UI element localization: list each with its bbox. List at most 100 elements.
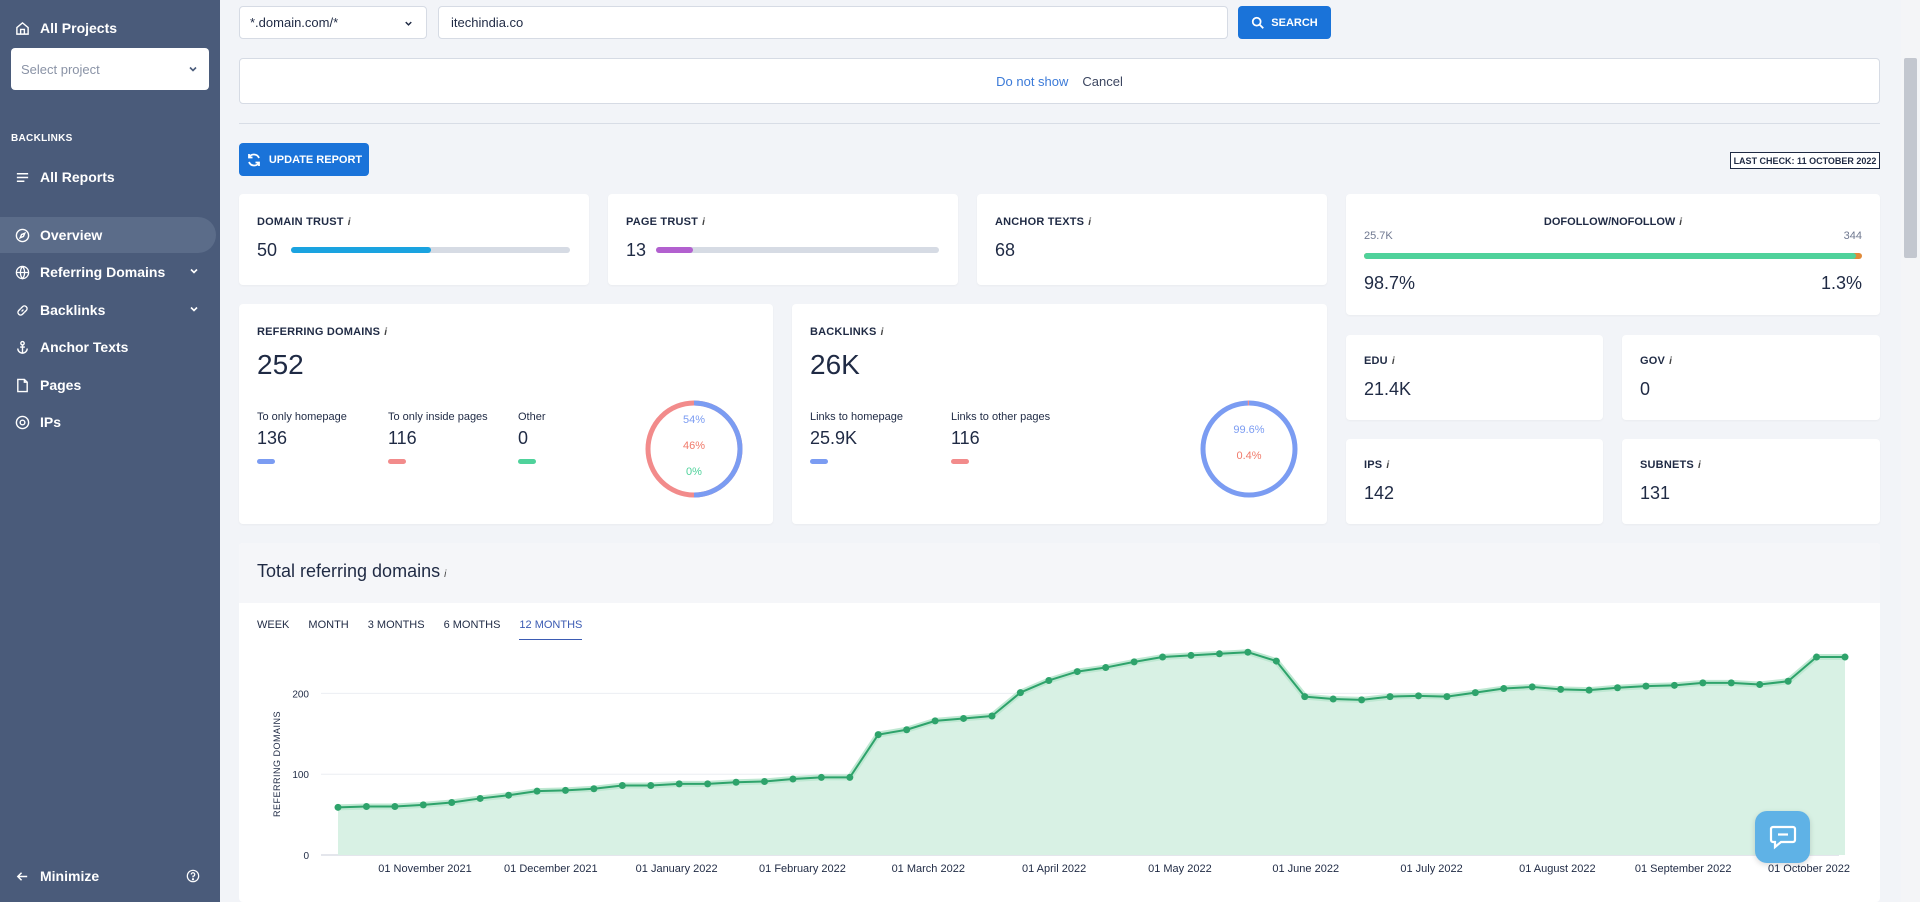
backlinks-section-title: BACKLINKS	[11, 133, 73, 144]
data-point	[505, 791, 513, 799]
data-point	[675, 780, 683, 788]
sidebar-item-label: Anchor Texts	[40, 339, 129, 355]
gov-value: 0	[1640, 379, 1651, 399]
anchor-texts-value: 68	[995, 240, 1016, 260]
x-tick-label: 01 November 2021	[378, 863, 472, 875]
referring-domains-donut: 54% 46% 0%	[645, 400, 743, 498]
select-project-dropdown[interactable]: Select project	[11, 48, 209, 90]
nofollow-count: 344	[1843, 230, 1862, 242]
home-icon	[14, 20, 30, 36]
list-icon	[14, 169, 30, 185]
search-mode-value: *.domain.com/*	[250, 15, 339, 30]
data-point	[1187, 651, 1195, 659]
data-point	[817, 773, 825, 781]
tab-6-months[interactable]: 6 MONTHS	[443, 619, 501, 631]
other-value: 0	[518, 428, 529, 448]
update-report-button[interactable]: UPDATE REPORT	[239, 143, 369, 176]
y-tick-label: 0	[303, 851, 309, 862]
chat-button[interactable]	[1755, 811, 1810, 863]
x-tick-label: 01 February 2022	[759, 863, 846, 875]
data-point	[1159, 653, 1167, 661]
chart-header: Total referring domains i	[239, 543, 1880, 603]
page-trust-label: PAGE TRUST i	[626, 216, 706, 228]
compass-icon	[14, 227, 30, 243]
referring-domains-label: REFERRING DOMAINS i	[257, 326, 388, 338]
search-mode-select[interactable]: *.domain.com/*	[239, 6, 427, 39]
other-label: Other	[518, 411, 546, 423]
ips-label: IPS i	[1364, 459, 1390, 471]
page-trust-fill	[656, 247, 693, 253]
data-point	[960, 714, 968, 722]
subnets-card: SUBNETS i 131	[1622, 439, 1880, 524]
links-homepage-label: Links to homepage	[810, 411, 903, 423]
to-homepage-value: 136	[257, 428, 288, 448]
page-icon	[14, 377, 30, 393]
data-point	[1045, 676, 1053, 684]
donut-homepage-segment	[1200, 400, 1298, 498]
data-point	[1585, 686, 1593, 694]
dofollow-bar	[1364, 253, 1862, 259]
x-tick-label: 01 January 2022	[636, 863, 718, 875]
data-point	[1528, 683, 1536, 691]
referring-domains-chart: 0 100 200 REFERRING DOMAINS 01 November 2021…	[272, 648, 1850, 875]
links-other-legend	[951, 459, 969, 464]
dofollow-card: DOFOLLOW/NOFOLLOW i 25.7K 344 98.7% 1.3%	[1346, 194, 1880, 315]
dofollow-label: DOFOLLOW/NOFOLLOW i	[1543, 216, 1683, 228]
anchor-icon	[14, 339, 30, 355]
data-point	[1414, 692, 1422, 700]
minimize-button[interactable]: Minimize	[0, 858, 220, 894]
chevron-down-icon	[405, 21, 412, 26]
sidebar-item-referring-domains[interactable]: Referring Domains	[0, 254, 216, 290]
do-not-show-link[interactable]: Do not show	[996, 73, 1069, 89]
last-check-badge: LAST CHECK: 11 OCTOBER 2022	[1730, 152, 1880, 169]
links-other-value: 116	[951, 428, 980, 448]
data-point	[1358, 696, 1366, 704]
data-point	[647, 782, 655, 790]
sidebar-item-backlinks[interactable]: Backlinks	[0, 292, 216, 328]
domain-trust-fill	[291, 247, 431, 253]
sidebar: All Projects Select project BACKLINKS Al…	[0, 0, 220, 902]
links-homepage-value: 25.9K	[810, 428, 858, 448]
data-point	[1329, 695, 1337, 703]
scrollbar-thumb[interactable]	[1904, 58, 1917, 258]
data-point	[1443, 693, 1451, 701]
ips-card: IPS i 142	[1346, 439, 1603, 524]
tab-month[interactable]: MONTH	[308, 619, 349, 631]
data-point	[1670, 681, 1678, 689]
data-point	[1386, 693, 1394, 701]
chart-card: Total referring domains i WEEK MONTH 3 MO…	[239, 543, 1880, 902]
all-reports-link[interactable]: All Reports	[0, 159, 216, 195]
search-input[interactable]: itechindia.co	[438, 6, 1228, 39]
info-icon: i	[1679, 217, 1683, 228]
data-point	[590, 785, 598, 793]
data-point	[1244, 648, 1252, 656]
search-button[interactable]: SEARCH	[1238, 6, 1331, 39]
tab-3-months[interactable]: 3 MONTHS	[367, 619, 425, 631]
divider	[239, 123, 1880, 124]
data-point	[761, 777, 769, 785]
data-point	[448, 798, 456, 806]
sidebar-item-overview[interactable]: Overview	[0, 217, 216, 253]
cancel-link[interactable]: Cancel	[1082, 73, 1123, 89]
search-icon	[1252, 16, 1265, 29]
data-point	[1557, 685, 1565, 693]
sidebar-item-ips[interactable]: IPs	[0, 404, 216, 440]
sidebar-item-label: Backlinks	[40, 302, 106, 318]
data-point	[561, 786, 569, 794]
update-report-label: UPDATE REPORT	[268, 153, 363, 166]
sidebar-item-pages[interactable]: Pages	[0, 367, 216, 403]
data-point	[732, 778, 740, 786]
anchor-texts-card: ANCHOR TEXTS i 68	[977, 194, 1327, 285]
tab-12-months[interactable]: 12 MONTHS	[519, 619, 583, 640]
domain-trust-label: DOMAIN TRUST i	[257, 216, 351, 228]
tab-week[interactable]: WEEK	[257, 619, 290, 631]
data-point	[1699, 679, 1707, 687]
sidebar-item-label: Overview	[40, 227, 103, 243]
all-projects-link[interactable]: All Projects	[0, 10, 216, 46]
domain-trust-card: DOMAIN TRUST i 50	[239, 194, 589, 285]
anchor-texts-label: ANCHOR TEXTS i	[995, 216, 1092, 228]
sidebar-item-anchor-texts[interactable]: Anchor Texts	[0, 329, 216, 365]
data-point	[419, 801, 427, 809]
data-point	[1130, 658, 1138, 666]
help-icon[interactable]	[186, 869, 200, 883]
